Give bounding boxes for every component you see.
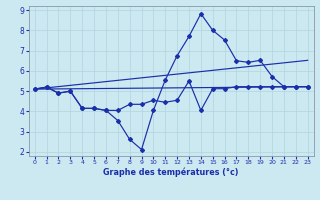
X-axis label: Graphe des températures (°c): Graphe des températures (°c) (103, 168, 239, 177)
